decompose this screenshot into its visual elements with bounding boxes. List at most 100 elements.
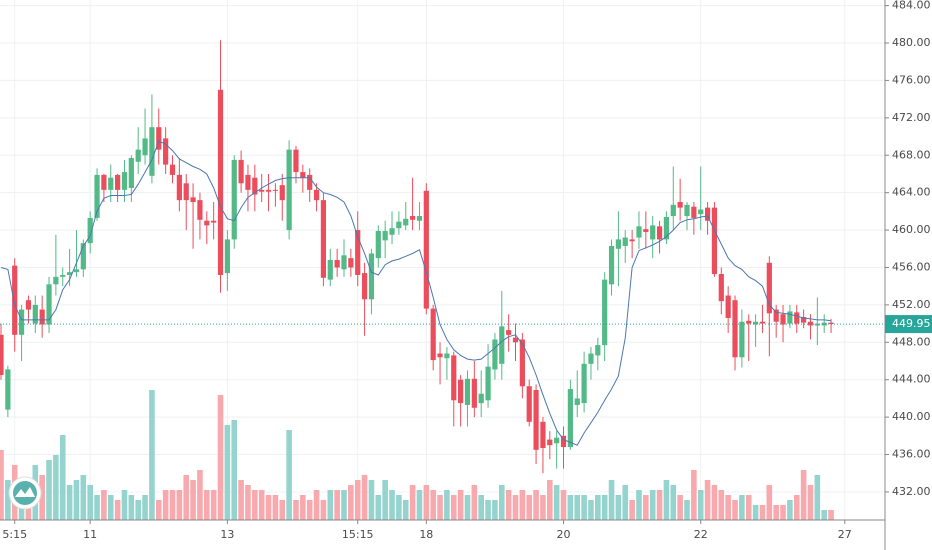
volume-bar [505,490,512,520]
volume-bar [341,490,347,520]
volume-bar [402,500,409,520]
candle-body [128,158,134,188]
volume-bar [128,495,135,520]
volume-bar [73,480,80,520]
volume-bar [176,490,183,520]
candle-body [403,218,409,226]
volume-bar [766,485,773,520]
y-tick-label: 444.00 [892,373,931,386]
y-tick-label: 460.00 [892,223,931,236]
candle-body [753,321,759,325]
candle-body [560,435,567,448]
volume-bar [39,475,45,520]
x-tick-label: 27 [838,528,852,541]
volume-bar [224,425,231,520]
volume-bar [238,480,244,520]
volume-bar [512,495,519,520]
y-tick-label: 476.00 [892,73,931,86]
volume-bar [320,500,327,520]
volume-bar [155,500,162,520]
volume-bar [643,495,649,520]
candle-body [389,228,395,235]
candle-body [163,138,169,165]
candle-body [595,345,601,356]
candle-body [437,353,443,358]
candle-body [361,273,368,300]
volume-bar [814,475,821,520]
volume-bar [258,490,265,520]
volume-bar [800,470,807,520]
candle-body [121,172,128,190]
volume-bar [183,475,190,520]
volume-bar [773,505,779,520]
volume-bar [615,495,622,520]
volume-bar [684,500,690,520]
volume-bar [80,475,87,520]
volume-bar [114,500,121,520]
candle-body [814,323,820,326]
volume-bar [142,495,148,520]
candle-body [334,260,340,268]
y-tick-label: 484.00 [892,0,931,12]
volume-bar [787,500,793,520]
volume-bar [567,495,574,520]
candle-body [211,220,217,223]
volume-bar [231,420,238,520]
candle-body [725,295,731,318]
volume-bar [691,470,697,520]
candle-body [567,389,573,448]
candle-body [197,200,203,220]
volume-bar [368,480,375,520]
candle-body [718,274,724,302]
volume-bar [629,500,635,520]
volume-bar [498,485,505,520]
candle-body [773,309,779,322]
volume-bar [450,495,457,520]
candle-body [629,239,635,242]
volume-bar [107,495,114,520]
candle-body [307,174,313,190]
candle-body [80,243,86,270]
volume-bar [87,485,93,520]
volume-bar [457,490,464,520]
volume-bar [732,500,738,520]
x-tick-label: 15:15 [342,528,374,541]
candle-body [759,321,766,324]
volume-bar [745,495,752,520]
candle-body [217,89,224,275]
y-tick-label: 452.00 [892,298,931,311]
candle-body [5,369,11,410]
candle-body [94,174,100,218]
candle-body [348,258,354,268]
candle-body [313,189,320,201]
candle-body [252,177,258,195]
volume-bar [279,500,286,520]
candle-body [622,237,628,246]
volume-bar [121,490,128,520]
volume-bar [101,490,107,520]
last-price-tag [885,315,932,334]
volume-bar [636,490,642,520]
volume-bar [649,490,656,520]
candle-body [279,185,285,201]
y-tick-label: 436.00 [892,448,931,461]
y-tick-label: 456.00 [892,260,931,273]
volume-bar [533,490,539,520]
candle-body [25,300,32,310]
plot-area [0,40,885,520]
volume-bar [197,470,203,520]
candle-body [293,149,299,173]
x-tick-label: 18 [419,528,433,541]
candle-body [499,326,505,364]
volume-bar [656,490,663,520]
candle-body [746,320,752,324]
volume-bar [423,485,430,520]
candle-body [18,309,25,335]
y-tick-label: 464.00 [892,186,931,199]
candle-body [204,220,210,226]
last-price-label: 449.95 [892,317,931,330]
volume-bar [526,495,533,520]
volume-bar [718,490,725,520]
candle-body [704,207,711,221]
candle-body [540,421,546,448]
